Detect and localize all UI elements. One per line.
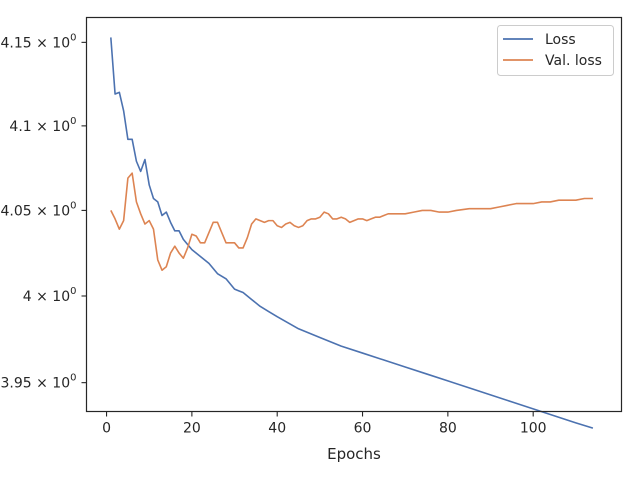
x-tick-label: 40 bbox=[268, 421, 286, 437]
x-tick-label: 20 bbox=[183, 421, 201, 437]
y-tick-times: × 10 bbox=[32, 203, 70, 219]
y-tick-label: 4.05 × 100 bbox=[1, 200, 77, 219]
y-tick-times: × 10 bbox=[32, 376, 70, 392]
y-tick-label: 4.1 × 100 bbox=[9, 116, 76, 135]
y-tick-times: × 10 bbox=[32, 119, 70, 135]
x-tick-label: 60 bbox=[354, 421, 372, 437]
y-tick-exponent: 0 bbox=[70, 286, 76, 297]
y-tick-label: 4 × 100 bbox=[23, 286, 77, 305]
legend-label: Loss bbox=[545, 32, 576, 48]
y-tick-times: × 10 bbox=[32, 289, 70, 305]
y-tick-exponent: 0 bbox=[70, 32, 76, 43]
plot-area bbox=[110, 37, 594, 429]
series-line-loss bbox=[110, 37, 594, 429]
x-tick-label: 100 bbox=[520, 421, 547, 437]
y-tick-base: 3.95 bbox=[1, 376, 32, 392]
legend-label: Val. loss bbox=[545, 53, 602, 69]
axes-frame bbox=[85, 16, 623, 413]
y-tick-base: 4.05 bbox=[1, 203, 32, 219]
y-tick-label: 4.15 × 100 bbox=[1, 32, 77, 51]
y-tick-exponent: 0 bbox=[70, 373, 76, 384]
y-tick-base: 4.15 bbox=[1, 35, 32, 51]
y-tick-base: 4 bbox=[23, 289, 32, 305]
y-tick-base: 4.1 bbox=[9, 119, 31, 135]
legend: Loss Val. loss bbox=[497, 25, 614, 76]
x-tick-label: 0 bbox=[102, 421, 111, 437]
x-axis-label: Epochs bbox=[327, 445, 381, 463]
x-axis: 0 20 40 60 80 100 bbox=[102, 411, 547, 437]
y-tick-exponent: 0 bbox=[70, 116, 76, 127]
y-tick-label: 3.95 × 100 bbox=[1, 373, 77, 392]
x-tick-label: 80 bbox=[439, 421, 457, 437]
y-tick-exponent: 0 bbox=[70, 200, 76, 211]
legend-box bbox=[497, 25, 614, 76]
y-tick-times: × 10 bbox=[32, 35, 70, 51]
series-line-val-loss bbox=[110, 172, 593, 272]
